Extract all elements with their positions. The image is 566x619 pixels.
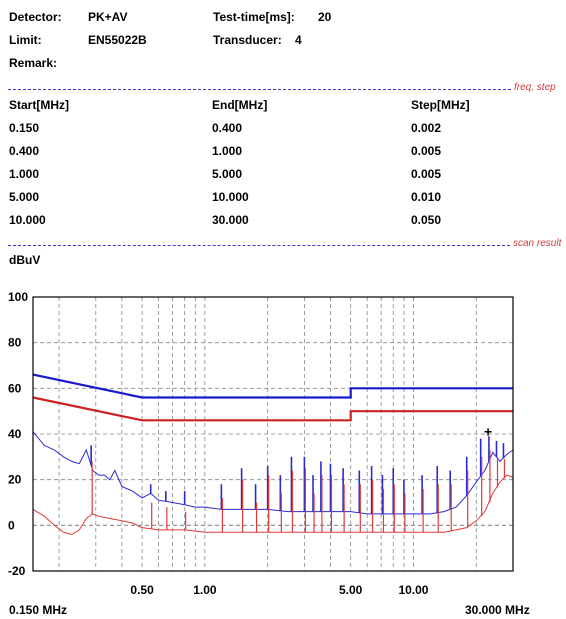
table-cell: 5.000: [212, 167, 243, 181]
table-cell: 0.400: [9, 144, 40, 158]
x-tick-label: 1.00: [193, 583, 217, 597]
y-tick-label: 20: [8, 473, 22, 487]
series-line-peak: [32, 431, 514, 515]
y-axis-unit-label: dBuV: [9, 253, 41, 267]
chart-series: [32, 373, 514, 536]
plot-frame: [32, 296, 514, 572]
table-header-start: Start[MHz]: [9, 98, 69, 112]
limit-line-average: [32, 396, 513, 422]
y-tick-label: -20: [8, 564, 26, 578]
limit-line-quasi-peak: [32, 373, 513, 399]
x-range-end-label: 30.000 MHz: [465, 603, 530, 617]
y-tick-label: 40: [8, 427, 22, 441]
chart-markers: +: [484, 424, 492, 440]
section-label-scan-result: scan result: [513, 238, 562, 249]
table-cell: 0.005: [411, 144, 442, 158]
table-cell: 0.005: [411, 167, 442, 181]
transducer-value: 4: [295, 33, 302, 47]
table-cell: 5.000: [9, 190, 40, 204]
remark-label: Remark:: [9, 56, 58, 70]
testtime-label: Test-time[ms]:: [213, 10, 295, 24]
table-cell: 1.000: [9, 167, 40, 181]
limit-label: Limit:: [9, 33, 42, 47]
x-range-start-label: 0.150 MHz: [9, 603, 68, 617]
transducer-label: Transducer:: [213, 33, 282, 47]
section-divider: [8, 89, 511, 90]
table-cell: 0.400: [212, 121, 243, 135]
limit-value: EN55022B: [88, 33, 147, 47]
y-tick-label: 80: [8, 336, 22, 350]
table-cell: 0.010: [411, 190, 442, 204]
table-header-end: End[MHz]: [212, 98, 268, 112]
peak-marker: +: [484, 424, 492, 440]
table-cell: 0.002: [411, 121, 442, 135]
x-tick-label: 0.50: [130, 583, 154, 597]
y-tick-label: 60: [8, 381, 22, 395]
table-cell: 10.000: [9, 213, 46, 227]
table-cell: 1.000: [212, 144, 243, 158]
table-cell: 10.000: [212, 190, 249, 204]
chart-tick-labels: 100 80 60 40 20 0 -20 0.50 1.00 5.00 10.00: [8, 290, 429, 597]
chart-grid: [33, 297, 513, 571]
section-divider: [8, 245, 510, 246]
table-cell: 0.050: [411, 213, 442, 227]
x-tick-label: 10.00: [398, 583, 428, 597]
table-header-step: Step[MHz]: [411, 98, 470, 112]
y-tick-label: 100: [8, 290, 28, 304]
detector-value: PK+AV: [88, 10, 128, 24]
table-cell: 30.000: [212, 213, 249, 227]
section-label-freq-step: freq, step: [514, 82, 556, 93]
detector-label: Detector:: [9, 10, 62, 24]
table-cell: 0.150: [9, 121, 40, 135]
y-tick-label: 0: [8, 518, 15, 532]
x-tick-label: 5.00: [339, 583, 363, 597]
testtime-value: 20: [318, 10, 332, 24]
